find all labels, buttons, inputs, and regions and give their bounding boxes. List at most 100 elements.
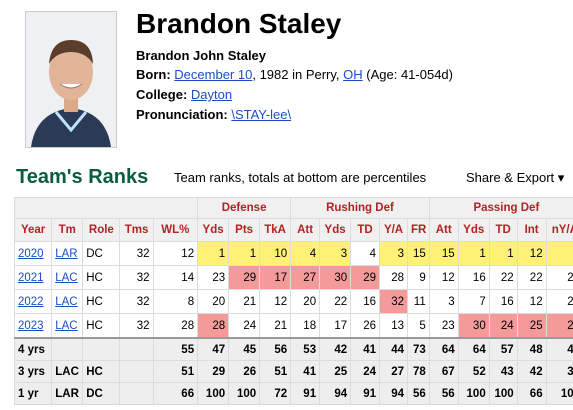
college-link[interactable]: Dayton xyxy=(190,87,233,102)
col-header-win-loss-pct[interactable]: WL% xyxy=(152,218,199,242)
pronunciation-link[interactable]: \STAY-lee\ xyxy=(231,107,292,122)
year-link[interactable]: 2020 xyxy=(18,247,44,260)
cell-rush-ya: 28 xyxy=(379,265,408,290)
cell-pass-att: 12 xyxy=(428,265,459,290)
summary-row: 4 yrs5547455653424144736464574848 xyxy=(14,337,573,361)
summary-cell-pass-int: 42 xyxy=(516,360,547,383)
team-link[interactable]: LAC xyxy=(55,295,78,308)
table-body: 2020LARDC3212111043431515111212021LACHC3… xyxy=(14,241,573,405)
cell-rush-ya: 13 xyxy=(379,313,408,339)
cell-def-tka: 12 xyxy=(259,289,292,314)
col-header-rush-td[interactable]: TD xyxy=(350,218,381,242)
col-header-rush-att[interactable]: Att xyxy=(290,218,321,242)
cell-def-pts: 1 xyxy=(228,241,261,266)
cell-pass-att: 3 xyxy=(428,289,459,314)
summary-cell-rush-ya: 94 xyxy=(379,382,408,405)
summary-cell-rush-att: 91 xyxy=(290,382,321,405)
cell-pass-nya: 1 xyxy=(545,241,573,266)
cell-win-loss-pct: 12 xyxy=(152,241,199,266)
cell-teams: 32 xyxy=(119,313,154,339)
cell-year[interactable]: 2022 xyxy=(14,289,53,314)
cell-pass-nya: 28 xyxy=(545,313,573,339)
team-link[interactable]: LAR xyxy=(55,247,78,260)
pronunciation-line: Pronunciation: \STAY-lee\ xyxy=(136,104,291,125)
col-header-def-pts[interactable]: Pts xyxy=(228,218,261,242)
summary-row: 3 yrsLACHC5129265141252427786752434230 xyxy=(14,360,573,383)
summary-cell-def-yds: 29 xyxy=(197,360,230,383)
table-row: 2020LARDC321211104343151511121 xyxy=(14,241,573,266)
summary-cell-win-loss-pct: 51 xyxy=(152,360,199,383)
cell-team[interactable]: LAR xyxy=(51,241,84,266)
col-header-def-yds[interactable]: Yds xyxy=(197,218,230,242)
summary-cell-pass-td: 57 xyxy=(488,337,518,361)
cell-win-loss-pct: 8 xyxy=(152,289,199,314)
share-export-button[interactable]: Share & Export ▾ xyxy=(466,170,565,185)
summary-cell-rush-fr: 78 xyxy=(406,360,430,383)
col-header-pass-att[interactable]: Att xyxy=(428,218,459,242)
cell-pass-nya: 20 xyxy=(545,289,573,314)
cell-year[interactable]: 2020 xyxy=(14,241,53,266)
cell-win-loss-pct: 28 xyxy=(152,313,199,339)
col-header-role[interactable]: Role xyxy=(82,218,121,242)
col-header-pass-td[interactable]: TD xyxy=(488,218,518,242)
team-ranks-table-container: Defense Rushing Def Passing Def Year Tm Ro… xyxy=(14,197,573,410)
column-header-row: Year Tm Role Tms WL% Yds Pts TkA Att Yds TD Y/A FR At… xyxy=(14,218,573,242)
cell-rush-att: 4 xyxy=(290,241,321,266)
col-header-year[interactable]: Year xyxy=(14,218,53,242)
summary-cell-pass-yds: 100 xyxy=(457,382,490,405)
cell-team[interactable]: LAC xyxy=(51,289,84,314)
summary-cell-def-tka: 56 xyxy=(259,337,292,361)
col-header-pass-nya[interactable]: nY/A xyxy=(545,218,573,242)
col-header-teams[interactable]: Tms xyxy=(119,218,154,242)
cell-year[interactable]: 2023 xyxy=(14,313,53,339)
cell-team[interactable]: LAC xyxy=(51,265,84,290)
summary-cell-pass-int: 48 xyxy=(516,337,547,361)
summary-cell-rush-att: 53 xyxy=(290,337,321,361)
year-link[interactable]: 2021 xyxy=(18,271,44,284)
summary-cell-rush-fr: 73 xyxy=(406,337,430,361)
summary-cell-pass-yds: 64 xyxy=(457,337,490,361)
cell-rush-fr: 11 xyxy=(406,289,430,314)
born-age: (Age: 41-054d) xyxy=(362,67,453,82)
col-header-def-tka[interactable]: TkA xyxy=(259,218,292,242)
cell-pass-td: 24 xyxy=(488,313,518,339)
col-header-team[interactable]: Tm xyxy=(51,218,84,242)
player-name: Brandon Staley xyxy=(136,8,342,39)
col-header-rush-fr[interactable]: FR xyxy=(406,218,430,242)
team-link[interactable]: LAC xyxy=(55,271,78,284)
summary-cell-year: 1 yr xyxy=(14,382,53,405)
cell-rush-yds: 3 xyxy=(319,241,352,266)
summary-cell-rush-yds: 25 xyxy=(319,360,352,383)
born-year: , 1982 in Perry, xyxy=(252,67,344,82)
summary-cell-rush-td: 41 xyxy=(350,337,381,361)
col-header-pass-yds[interactable]: Yds xyxy=(457,218,490,242)
year-link[interactable]: 2022 xyxy=(18,295,44,308)
birth-state-link[interactable]: OH xyxy=(343,67,363,82)
summary-cell-pass-att: 56 xyxy=(428,382,459,405)
summary-cell-teams xyxy=(119,382,154,405)
cell-def-tka: 21 xyxy=(259,313,292,339)
born-label: Born: xyxy=(136,67,171,82)
cell-pass-int: 22 xyxy=(516,265,547,290)
col-header-rush-yds[interactable]: Yds xyxy=(319,218,352,242)
cell-pass-yds: 1 xyxy=(457,241,490,266)
team-link[interactable]: LAC xyxy=(55,319,78,332)
cell-pass-yds: 30 xyxy=(457,313,490,339)
cell-pass-int: 25 xyxy=(516,313,547,339)
cell-rush-yds: 17 xyxy=(319,313,352,339)
table-row: 2022LACHC328202112202216321137161220 xyxy=(14,289,573,314)
cell-team[interactable]: LAC xyxy=(51,313,84,339)
cell-rush-att: 27 xyxy=(290,265,321,290)
cell-pass-int: 12 xyxy=(516,241,547,266)
cell-def-yds: 28 xyxy=(197,313,230,339)
birth-date-link[interactable]: December 10 xyxy=(174,67,253,82)
col-header-rush-ya[interactable]: Y/A xyxy=(379,218,408,242)
cell-year[interactable]: 2021 xyxy=(14,265,53,290)
summary-cell-rush-att: 41 xyxy=(290,360,321,383)
summary-cell-pass-att: 64 xyxy=(428,337,459,361)
col-header-pass-int[interactable]: Int xyxy=(516,218,547,242)
cell-pass-int: 12 xyxy=(516,289,547,314)
cell-pass-att: 15 xyxy=(428,241,459,266)
year-link[interactable]: 2023 xyxy=(18,319,44,332)
group-defense: Defense xyxy=(197,197,292,219)
